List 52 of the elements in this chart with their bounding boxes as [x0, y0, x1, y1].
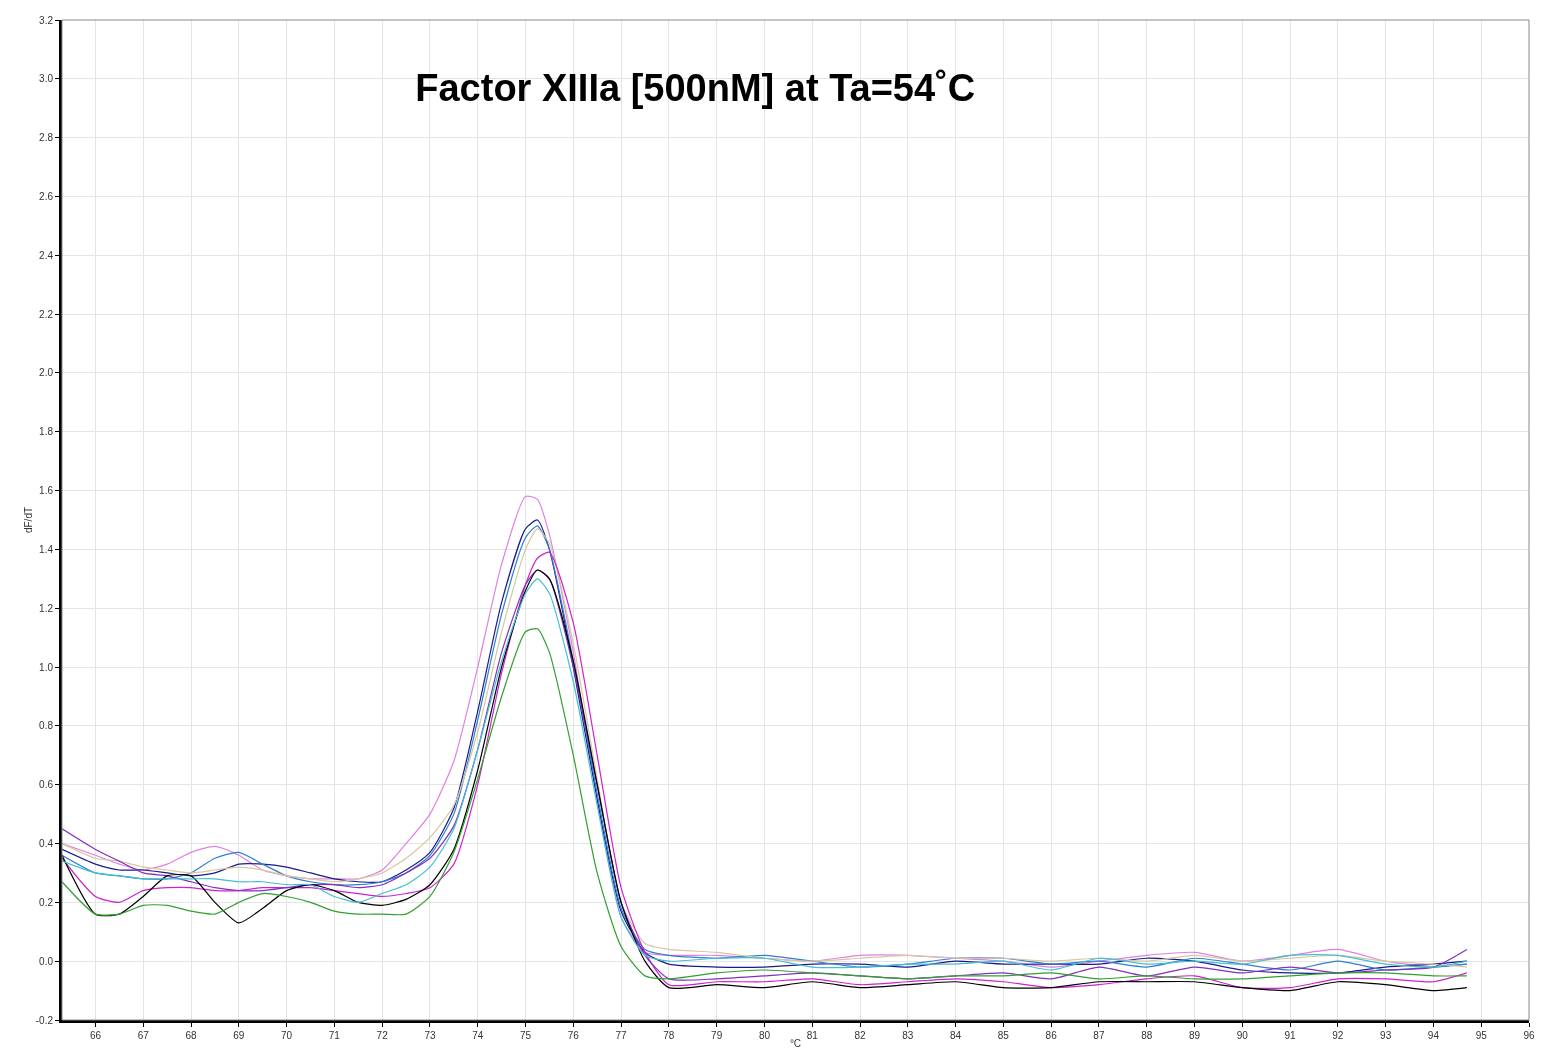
x-tick-label: 79 [711, 1030, 723, 1041]
y-tick-label: 0.6 [39, 779, 54, 791]
x-tick-label: 95 [1475, 1030, 1488, 1041]
x-tick-label: 88 [1141, 1030, 1153, 1041]
x-tick-label: 72 [376, 1030, 389, 1041]
x-tick-label: 96 [1523, 1030, 1535, 1041]
y-tick-label: 0.4 [39, 838, 54, 850]
x-tick-label: 71 [328, 1030, 341, 1041]
y-tick-label: 1.2 [39, 602, 54, 614]
x-tick-label: 75 [519, 1030, 532, 1041]
y-axis-title: dF/dT [22, 506, 34, 534]
y-tick-label: 0.8 [39, 720, 54, 732]
text: Factor XIIIa [500nM] at Ta=54˚C [415, 66, 976, 109]
x-tick-label: 82 [854, 1030, 867, 1041]
y-tick-label: 3.2 [39, 14, 54, 26]
x-tick-label: 74 [472, 1030, 484, 1041]
x-tick-label: 93 [1380, 1030, 1392, 1041]
x-tick-label: 94 [1427, 1030, 1440, 1041]
x-tick-label: 76 [567, 1030, 580, 1041]
x-tick-label: 73 [424, 1030, 436, 1041]
x-tick-label: 78 [663, 1030, 675, 1041]
x-tick-label: 69 [233, 1030, 245, 1041]
x-tick-label: 83 [902, 1030, 914, 1041]
x-tick-label: 66 [89, 1030, 102, 1041]
x-tick-label: 67 [137, 1030, 150, 1041]
x-tick-label: 68 [185, 1030, 198, 1041]
y-tick-label: 0.2 [39, 896, 54, 908]
y-tick-label: 2.2 [39, 308, 54, 320]
y-tick-label: 1.0 [39, 661, 54, 673]
x-tick-label: 70 [281, 1030, 293, 1041]
x-tick-label: 77 [615, 1030, 628, 1041]
x-tick-label: 87 [1093, 1030, 1105, 1041]
y-tick-label: 2.0 [39, 367, 54, 379]
y-tick-label: 2.4 [39, 249, 54, 261]
y-tick-label: -0.2 [35, 1014, 54, 1026]
x-tick-label: 81 [806, 1030, 819, 1041]
x-tick-label: 89 [1188, 1030, 1201, 1041]
x-tick-label: 84 [950, 1030, 962, 1041]
y-tick-label: 1.8 [39, 426, 54, 438]
y-tick-label: 1.6 [39, 485, 54, 497]
y-tick-label: 2.8 [39, 132, 54, 144]
x-tick-label: 85 [997, 1030, 1010, 1041]
x-tick-label: 86 [1045, 1030, 1058, 1041]
x-tick-label: 80 [758, 1030, 771, 1041]
x-tick-label: 90 [1236, 1030, 1249, 1041]
x-tick-label: 92 [1332, 1030, 1344, 1041]
y-tick-label: 2.6 [39, 190, 54, 202]
x-axis-title: °C [789, 1037, 802, 1049]
x-tick-label: 91 [1284, 1030, 1297, 1041]
y-tick-label: 0.0 [39, 955, 54, 967]
y-tick-label: 1.4 [39, 543, 54, 555]
y-tick-label: 3.0 [39, 73, 54, 85]
